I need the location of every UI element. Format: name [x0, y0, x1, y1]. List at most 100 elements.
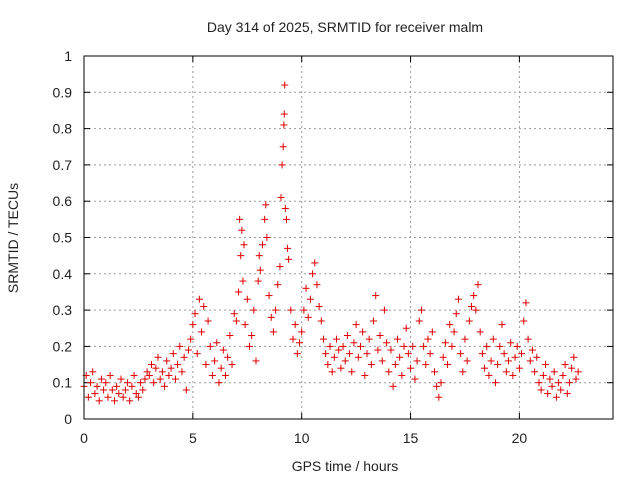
data-point [502, 368, 510, 376]
data-point [413, 357, 421, 365]
data-point [145, 371, 153, 379]
data-point [215, 379, 223, 387]
data-point [505, 357, 513, 365]
data-point [391, 361, 399, 369]
data-point [559, 371, 567, 379]
data-point [154, 353, 162, 361]
data-point [454, 295, 462, 303]
data-points [80, 81, 582, 405]
data-point [117, 375, 125, 383]
data-point [439, 353, 447, 361]
data-point [350, 339, 358, 347]
data-point [232, 317, 240, 325]
data-point [291, 321, 299, 329]
data-point [245, 342, 253, 350]
data-point [546, 375, 554, 383]
data-point [200, 302, 208, 310]
data-point [263, 234, 271, 241]
data-point [158, 368, 166, 376]
data-point [472, 306, 480, 314]
data-point [285, 255, 293, 263]
data-point [550, 368, 558, 376]
data-point [261, 215, 269, 223]
data-point [224, 353, 232, 361]
data-point [396, 353, 404, 361]
data-point [298, 328, 306, 336]
y-tick-label: 0.9 [53, 84, 73, 100]
data-point [572, 375, 580, 383]
data-point [202, 361, 210, 369]
data-point [113, 382, 121, 390]
data-point [274, 281, 282, 289]
data-point [119, 393, 127, 401]
data-point [300, 306, 308, 314]
data-point [262, 201, 270, 209]
data-point [548, 382, 556, 390]
data-point [537, 386, 545, 394]
data-point [239, 277, 247, 285]
x-tick-label: 15 [403, 430, 419, 446]
data-point [400, 342, 408, 350]
data-point [236, 215, 244, 223]
data-point [193, 350, 201, 358]
data-point [319, 335, 327, 343]
data-point [287, 306, 295, 314]
data-point [507, 339, 515, 347]
data-point [526, 357, 534, 365]
data-point [280, 121, 288, 129]
data-point [167, 364, 175, 372]
data-point [407, 364, 415, 372]
data-point [457, 350, 465, 358]
data-point [150, 379, 158, 387]
data-point [557, 386, 565, 394]
data-point [141, 375, 149, 383]
data-point [339, 342, 347, 350]
data-point [254, 277, 262, 285]
data-point [115, 390, 123, 398]
data-point [356, 342, 364, 350]
data-point [555, 379, 563, 387]
data-point [341, 357, 349, 365]
data-point [518, 350, 526, 358]
data-point [398, 371, 406, 379]
data-point [459, 368, 467, 376]
data-point [174, 361, 182, 369]
data-point [84, 393, 92, 401]
data-point [171, 375, 179, 383]
data-point [430, 368, 438, 376]
data-point [483, 342, 491, 350]
data-point [302, 284, 310, 292]
data-point [265, 292, 273, 300]
data-point [352, 321, 360, 329]
data-point [237, 252, 245, 260]
data-point [485, 371, 493, 379]
data-point [169, 350, 177, 358]
data-point [165, 371, 173, 379]
data-point [437, 379, 445, 387]
y-tick-label: 0.7 [53, 157, 73, 173]
data-point [243, 295, 251, 303]
y-axis-label: SRMTID / TECUs [5, 183, 21, 293]
data-point [467, 302, 475, 310]
y-tick-label: 0.6 [53, 193, 73, 209]
data-point [422, 361, 430, 369]
data-point [134, 393, 142, 401]
data-point [448, 342, 456, 350]
x-tick-label: 5 [189, 430, 197, 446]
data-point [513, 342, 521, 350]
data-point [289, 335, 297, 343]
data-point [522, 299, 530, 307]
data-point [542, 361, 550, 369]
data-point [478, 350, 486, 358]
data-point [415, 317, 423, 325]
data-point [128, 382, 136, 390]
data-point [424, 335, 432, 343]
data-point [130, 371, 138, 379]
data-point [367, 361, 375, 369]
y-tick-label: 0.1 [53, 375, 73, 391]
grid-lines [84, 56, 613, 419]
y-tick-label: 0.8 [53, 121, 73, 137]
data-point [187, 335, 195, 343]
data-point [372, 292, 380, 300]
data-point [402, 324, 410, 332]
